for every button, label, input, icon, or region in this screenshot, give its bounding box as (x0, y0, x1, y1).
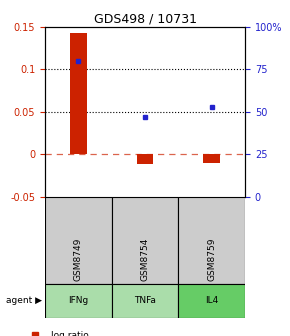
Text: GSM8754: GSM8754 (140, 238, 150, 281)
Bar (178, 284, 245, 318)
Text: log ratio: log ratio (51, 331, 89, 336)
Text: IL4: IL4 (205, 296, 218, 305)
Bar (112, 284, 178, 318)
Bar (45, 284, 112, 318)
Text: IFNg: IFNg (68, 296, 88, 305)
Text: GSM8749: GSM8749 (74, 238, 83, 281)
Bar (137, 154, 153, 164)
Text: TNFa: TNFa (134, 296, 156, 305)
Bar (70, 33, 87, 154)
Text: GSM8759: GSM8759 (207, 238, 216, 281)
Bar (178, 197, 245, 284)
Text: agent ▶: agent ▶ (6, 296, 42, 305)
Bar (203, 154, 220, 164)
Title: GDS498 / 10731: GDS498 / 10731 (93, 13, 197, 26)
Bar (45, 197, 112, 284)
Bar (112, 197, 178, 284)
